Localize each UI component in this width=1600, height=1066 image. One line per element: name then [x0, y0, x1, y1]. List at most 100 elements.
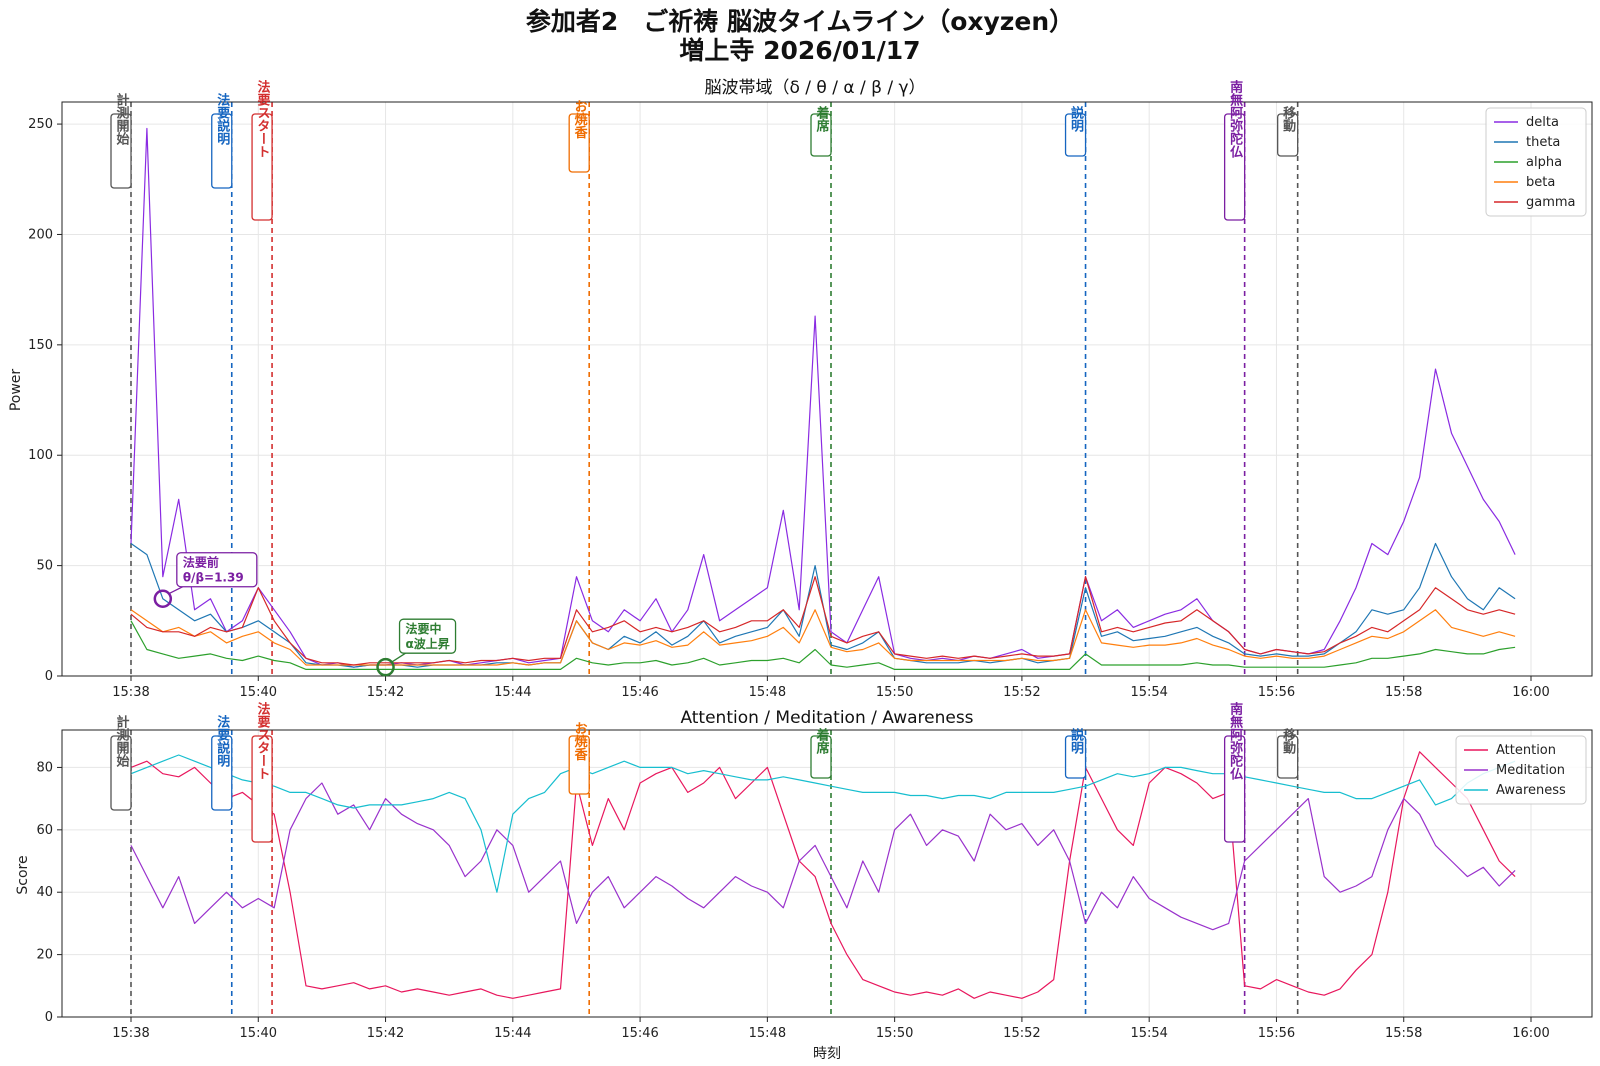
event-label: 南無阿弥陀仏 — [1223, 79, 1246, 221]
legend-label: Awareness — [1496, 783, 1566, 798]
x-tick-label: 15:38 — [112, 1026, 149, 1041]
top-y-axis-label: Power — [8, 369, 24, 412]
y-tick-label: 100 — [28, 448, 53, 463]
event-label-text: 説明 — [1068, 105, 1084, 133]
bottom-y-axis-label: Score — [15, 855, 31, 894]
event-label: 説明 — [1064, 727, 1087, 779]
series-line-alpha — [130, 620, 1516, 670]
event-label-box — [251, 113, 273, 221]
annotation-box — [176, 552, 258, 588]
event-label-text: 南無阿弥陀仏 — [1227, 79, 1243, 159]
annotation-box — [398, 618, 457, 654]
event-label-text: 計測開始 — [114, 714, 130, 768]
event-label: 説明 — [1064, 105, 1087, 157]
y-tick-label: 0 — [45, 1010, 53, 1025]
top-panel-series — [130, 127, 1516, 670]
event-label: 法要説明 — [211, 92, 233, 189]
x-tick-label: 15:56 — [1258, 685, 1295, 700]
event-label: お焼香 — [568, 100, 590, 173]
y-tick-label: 80 — [36, 760, 53, 775]
x-tick-label: 15:58 — [1385, 1026, 1422, 1041]
legend-label: alpha — [1526, 155, 1562, 170]
event-label: 着席 — [810, 105, 832, 157]
bottom-panel-legend: Attention Meditation Awareness — [1455, 735, 1587, 805]
event-label-box — [110, 735, 132, 811]
x-tick-label: 15:46 — [621, 685, 658, 700]
x-tick-label: 15:52 — [1003, 1026, 1040, 1041]
x-tick-label: 15:42 — [367, 685, 404, 700]
x-tick-label: 15:42 — [367, 1026, 404, 1041]
x-tick-label: 16:00 — [1512, 1026, 1549, 1041]
annotation-pointer — [168, 586, 184, 595]
event-label-text: 着席 — [814, 727, 831, 755]
event-label-text: 法要説明 — [214, 92, 230, 146]
x-tick-label: 15:50 — [876, 685, 913, 700]
series-line-awareness — [130, 754, 1516, 893]
event-label: 計測開始 — [110, 714, 132, 811]
x-tick-label: 15:44 — [494, 1026, 531, 1041]
chart-title-line-2: 増上寺 2026/01/17 — [679, 36, 921, 65]
event-label: 移動 — [1277, 727, 1299, 779]
event-label: 着席 — [810, 727, 832, 779]
legend-box — [1485, 107, 1587, 217]
y-tick-label: 150 — [28, 338, 53, 353]
event-label-text: 着席 — [814, 105, 831, 133]
top-panel-frame — [61, 101, 1593, 677]
event-label: 移動 — [1277, 105, 1299, 157]
legend-label: Attention — [1496, 743, 1556, 758]
top-panel-event-labels: 計測開始 法要説明 法要スタート お焼香 着席 説明 南無阿弥陀仏 移動 — [110, 79, 1299, 221]
x-tick-label: 15:40 — [240, 1026, 277, 1041]
top-panel-title: 脳波帯域（δ / θ / α / β / γ） — [704, 78, 925, 98]
event-label-box — [1277, 735, 1299, 779]
y-tick-label: 20 — [36, 948, 53, 963]
y-tick-label: 200 — [28, 227, 53, 242]
x-tick-label: 15:38 — [112, 685, 149, 700]
bottom-panel-title: Attention / Meditation / Awareness — [680, 708, 973, 728]
event-label-box — [251, 735, 273, 843]
y-tick-label: 250 — [28, 117, 53, 132]
event-label-box — [1223, 735, 1246, 843]
annotation-line-1: 法要中 — [406, 621, 442, 636]
event-label: 南無阿弥陀仏 — [1223, 701, 1246, 843]
annotation-line-2: α波上昇 — [406, 636, 450, 651]
annotation-marker — [153, 589, 173, 608]
bottom-panel-series — [130, 751, 1516, 999]
series-line-beta — [130, 609, 1516, 666]
annotation-line-1: 法要前 — [183, 555, 219, 570]
event-label-box — [1277, 113, 1299, 157]
event-label-text: 法要スタート — [255, 79, 271, 158]
event-label-box — [1064, 735, 1087, 779]
y-tick-label: 50 — [36, 559, 53, 574]
event-label-text: 法要スタート — [255, 701, 271, 780]
event-label-text: 南無阿弥陀仏 — [1227, 701, 1243, 781]
bottom-panel-event-labels: 計測開始 法要説明 法要スタート お焼香 着席 説明 南無阿弥陀仏 移動 — [110, 701, 1299, 843]
event-label: 法要スタート — [251, 79, 273, 221]
event-label-box — [810, 735, 832, 779]
event-label: 法要説明 — [211, 714, 233, 811]
event-label: 計測開始 — [110, 92, 132, 189]
event-label-text: 計測開始 — [114, 92, 130, 146]
legend-box — [1455, 735, 1587, 805]
bottom-x-axis-label: 時刻 — [813, 1046, 841, 1062]
x-tick-label: 15:58 — [1385, 685, 1422, 700]
top-panel-event-lines — [130, 102, 1299, 676]
series-line-meditation — [130, 782, 1516, 931]
event-label-text: 説明 — [1068, 727, 1084, 755]
bottom-panel-frame — [61, 729, 1593, 1018]
series-line-delta — [130, 127, 1516, 668]
event-label: お焼香 — [568, 722, 590, 795]
x-tick-label: 15:46 — [621, 1026, 658, 1041]
x-tick-label: 15:48 — [749, 685, 786, 700]
legend-label: Meditation — [1496, 763, 1565, 778]
legend-label: delta — [1526, 115, 1559, 130]
x-tick-label: 15:50 — [876, 1026, 913, 1041]
x-tick-label: 15:52 — [1003, 685, 1040, 700]
y-tick-label: 0 — [45, 669, 53, 684]
x-tick-label: 15:56 — [1258, 1026, 1295, 1041]
event-label-text: 移動 — [1280, 105, 1296, 133]
series-line-gamma — [130, 576, 1516, 666]
chart-title-line-1: 参加者2 ご祈祷 脳波タイムライン（oxyzen） — [525, 7, 1075, 36]
event-label-box — [211, 735, 233, 811]
event-label-text: 法要説明 — [214, 714, 230, 768]
